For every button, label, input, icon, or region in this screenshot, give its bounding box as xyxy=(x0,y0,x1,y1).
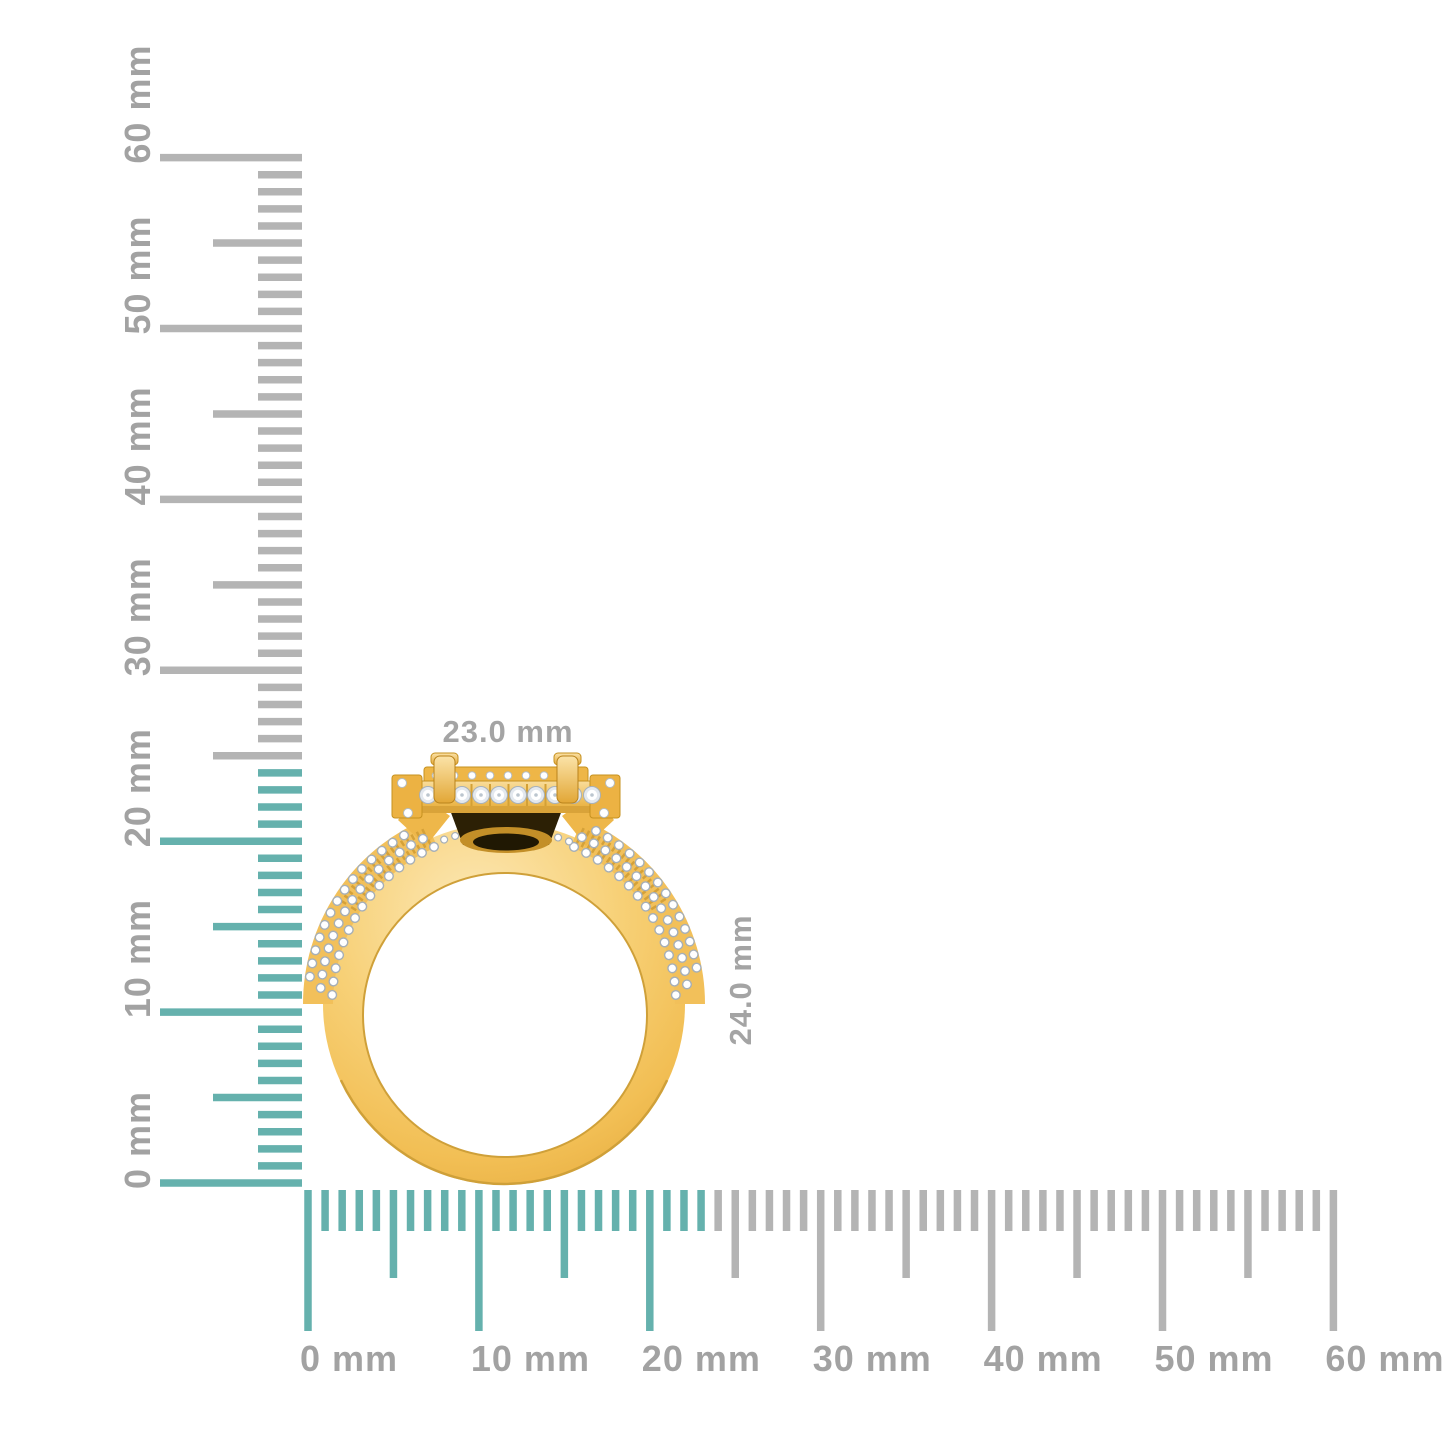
diamond-stone xyxy=(503,771,513,780)
h-ruler-label: 30 mm xyxy=(813,1338,932,1379)
h-ruler-label: 20 mm xyxy=(642,1338,761,1379)
diamond-culet xyxy=(426,793,430,797)
pave-diamond-row xyxy=(592,827,702,981)
v-ruler-label: 40 mm xyxy=(117,386,158,505)
diamond-culet xyxy=(460,793,464,797)
v-ruler-label: 50 mm xyxy=(117,215,158,334)
h-ruler-label: 0 mm xyxy=(300,1338,398,1379)
width-dimension-label: 23.0 mm xyxy=(442,714,574,749)
diamond-culet xyxy=(534,793,538,797)
h-ruler-label: 40 mm xyxy=(984,1338,1103,1379)
diamond-stone xyxy=(485,771,495,780)
vertical-ruler-mm: 0 mm 10 mm 20 mm 30 mm 40 mm 50 mm 60 mm xyxy=(117,45,302,1189)
diamond-stone xyxy=(605,778,615,788)
height-dimension-label: 24.0 mm xyxy=(723,914,758,1046)
diamond-stone xyxy=(397,778,407,788)
h-ruler-label: 50 mm xyxy=(1155,1338,1274,1379)
v-ruler-label: 30 mm xyxy=(117,557,158,676)
pave-diamond-row xyxy=(317,833,430,992)
pave-diamond-row xyxy=(570,843,680,999)
diamond-stone xyxy=(403,808,413,818)
v-ruler-label: 20 mm xyxy=(117,728,158,847)
band-bottom-edge xyxy=(339,1079,669,1186)
gallery-diamond-row xyxy=(441,826,573,845)
pave-diamond-row xyxy=(578,833,691,992)
pave-diamond-row xyxy=(328,843,438,999)
v-ruler-label: 10 mm xyxy=(117,899,158,1018)
v-ruler-label: 0 mm xyxy=(117,1091,158,1189)
diamond-culet xyxy=(590,793,594,797)
diamond-stone xyxy=(521,771,531,780)
diamond-culet xyxy=(497,793,501,797)
basket-shadow xyxy=(473,833,539,851)
gold-diamond-ring-side-view xyxy=(303,752,705,1186)
ring-head xyxy=(391,752,621,853)
diamond-culet xyxy=(553,793,557,797)
prong xyxy=(556,755,579,804)
pave-ridge-texture xyxy=(340,827,428,905)
h-ruler-label: 60 mm xyxy=(1325,1338,1444,1379)
diamond-stone xyxy=(539,771,549,780)
diamond-culet xyxy=(516,793,520,797)
halo-bar-under-rail xyxy=(420,806,592,813)
h-ruler-label: 10 mm xyxy=(471,1338,590,1379)
horizontal-ruler-mm: 0 mm 10 mm 20 mm 30 mm 40 mm 50 mm 60 mm xyxy=(300,1190,1444,1379)
diamond-stone xyxy=(599,808,609,818)
pave-ridge-texture xyxy=(580,827,668,905)
prong xyxy=(433,755,456,804)
pave-diamond-row xyxy=(306,827,416,981)
ring-hole xyxy=(362,872,648,1158)
diamond-culet xyxy=(479,793,483,797)
v-ruler-label: 60 mm xyxy=(117,45,158,164)
diamond-stone xyxy=(467,771,477,780)
